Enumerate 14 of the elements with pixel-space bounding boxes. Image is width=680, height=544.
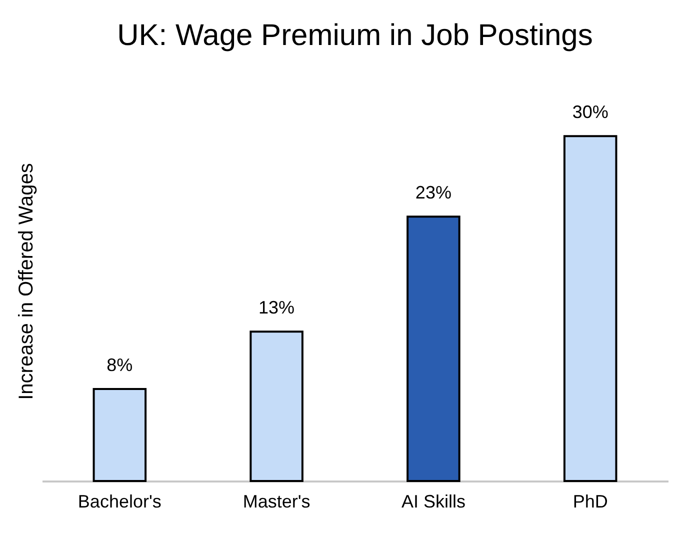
data-label: 23%: [415, 182, 452, 203]
bar: [250, 330, 304, 482]
x-tick-label: Bachelor's: [78, 492, 162, 512]
bar: [563, 135, 618, 482]
x-tick-label: AI Skills: [401, 492, 466, 512]
chart-title: UK: Wage Premium in Job Postings: [117, 19, 593, 52]
data-label: 13%: [258, 298, 295, 318]
x-tick-label: Master's: [242, 492, 310, 512]
bar: [92, 388, 147, 482]
x-tick-label: PhD: [572, 492, 608, 512]
data-label: 8%: [106, 355, 133, 376]
bar: [406, 216, 460, 482]
data-label: 30%: [572, 102, 608, 122]
y-axis-title: Increase in Offered Wages: [16, 163, 38, 400]
